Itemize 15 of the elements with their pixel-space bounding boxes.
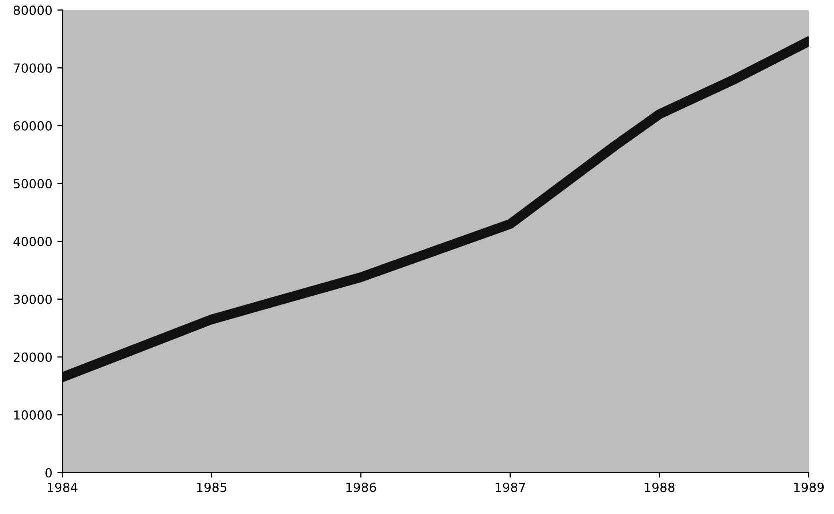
y-tick-label: 20000 — [14, 352, 52, 362]
y-tick-label: 10000 — [14, 410, 52, 420]
y-tick-label: 50000 — [14, 179, 52, 189]
x-tick-label: 1989 — [794, 482, 824, 492]
x-tick-label: 1985 — [197, 482, 227, 492]
y-tick-label: 80000 — [14, 6, 52, 16]
y-tick-label: 70000 — [14, 64, 52, 74]
x-tick-label: 1984 — [48, 482, 78, 492]
x-tick-label: 1986 — [346, 482, 376, 492]
x-tick-label: 1988 — [645, 482, 675, 492]
y-tick-label: 0 — [46, 468, 52, 478]
x-tick-label: 1987 — [496, 482, 526, 492]
y-tick-label: 30000 — [14, 294, 52, 304]
y-tick-label: 40000 — [14, 237, 52, 247]
y-tick-label: 60000 — [14, 121, 52, 131]
